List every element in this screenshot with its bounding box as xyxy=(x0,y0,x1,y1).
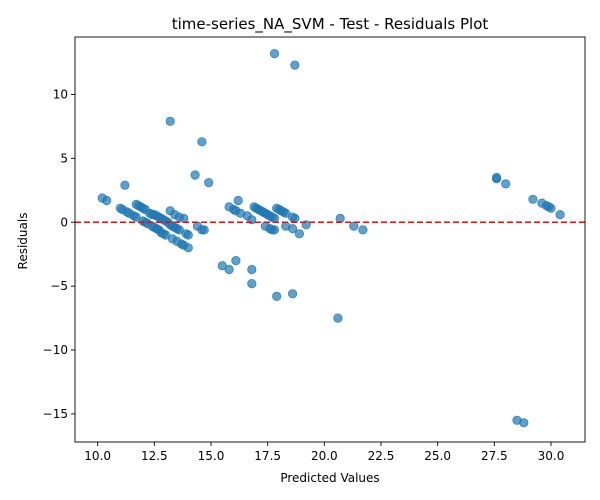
x-tick-label: 20.0 xyxy=(311,449,338,463)
data-point xyxy=(231,255,241,266)
y-tick-label: 0 xyxy=(60,215,68,229)
data-point xyxy=(290,213,300,223)
data-point xyxy=(183,243,193,253)
x-axis: 10.0 12.5 15.0 17.5 20.0 22.5 25.0 27.5 30.0 xyxy=(84,442,564,463)
data-point xyxy=(131,212,141,222)
data-point xyxy=(233,195,243,206)
data-point xyxy=(224,264,234,275)
data-point xyxy=(272,291,282,301)
data-point xyxy=(183,230,193,240)
x-axis-label: Predicted Values xyxy=(280,471,379,485)
data-point xyxy=(491,174,502,184)
data-point xyxy=(120,180,130,190)
data-point xyxy=(528,194,538,204)
data-point xyxy=(204,178,214,188)
data-point xyxy=(287,289,298,299)
x-tick-label: 17.5 xyxy=(254,449,281,463)
data-point xyxy=(287,224,298,234)
data-point xyxy=(247,264,257,275)
x-tick-label: 10.0 xyxy=(84,449,111,463)
data-point xyxy=(555,210,565,220)
data-point xyxy=(290,60,300,70)
data-point xyxy=(199,225,209,235)
data-point xyxy=(269,48,280,59)
data-point xyxy=(519,418,529,428)
data-point xyxy=(546,203,556,213)
plot-area-frame xyxy=(74,36,586,443)
data-point xyxy=(501,179,511,189)
data-point xyxy=(269,213,280,223)
data-point xyxy=(358,225,368,235)
x-tick-label: 27.5 xyxy=(481,449,508,463)
x-tick-label: 22.5 xyxy=(368,449,395,463)
data-point xyxy=(179,213,189,223)
x-tick-label: 15.0 xyxy=(198,449,225,463)
x-tick-label: 30.0 xyxy=(538,449,565,463)
data-point xyxy=(333,313,343,323)
data-point xyxy=(349,221,359,231)
scatter-points xyxy=(97,48,565,428)
data-point xyxy=(174,225,184,235)
data-point xyxy=(269,225,280,235)
data-point xyxy=(294,229,304,239)
x-tick-label: 12.5 xyxy=(141,449,168,463)
data-point xyxy=(247,278,257,289)
y-tick-label: −10 xyxy=(43,343,68,357)
data-point xyxy=(335,213,345,223)
y-tick-label: 10 xyxy=(53,87,68,101)
chart-title: time-series_NA_SVM - Test - Residuals Pl… xyxy=(172,15,489,34)
y-tick-label: −15 xyxy=(43,407,68,421)
data-point xyxy=(161,230,171,240)
data-point xyxy=(190,170,200,180)
data-point xyxy=(217,261,227,271)
x-tick-label: 25.0 xyxy=(424,449,451,463)
data-point xyxy=(197,137,207,147)
data-point xyxy=(165,116,175,126)
y-axis-label: Residuals xyxy=(16,213,30,270)
data-point xyxy=(281,208,291,218)
y-tick-label: 5 xyxy=(60,151,68,165)
data-point xyxy=(102,195,112,206)
y-axis: −15 −10 −5 0 5 10 xyxy=(43,87,75,421)
y-tick-label: −5 xyxy=(50,279,68,293)
